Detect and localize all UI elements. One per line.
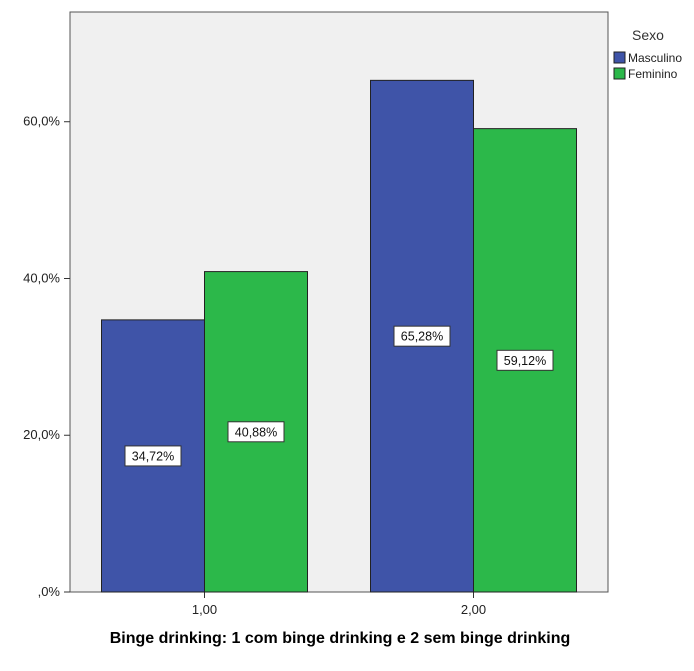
- legend: Sexo Masculino Feminino: [613, 27, 682, 81]
- legend-title: Sexo: [632, 27, 664, 43]
- data-label: 65,28%: [401, 330, 443, 344]
- data-label-box: [393, 325, 451, 347]
- x-axis: 1,00 2,00: [192, 592, 486, 617]
- bars: 34,72% 40,88% 65,28% 59,12%: [101, 79, 577, 593]
- legend-label-masculino: Masculino: [628, 51, 682, 65]
- data-label: 34,72%: [132, 449, 174, 463]
- data-label-box: [124, 445, 182, 467]
- data-label-box: [227, 421, 285, 443]
- x-axis-title: Binge drinking: 1 com binge drinking e 2…: [109, 630, 571, 647]
- x-tick-label: 1,00: [192, 602, 217, 617]
- data-label-box: [496, 349, 554, 371]
- y-axis: ,0% 20,0% 40,0% 60,0%: [23, 114, 70, 599]
- y-tick-label: ,0%: [38, 584, 61, 599]
- legend-swatch-masculino: [613, 51, 626, 64]
- y-tick-label: 60,0%: [23, 114, 60, 129]
- y-tick-label: 40,0%: [23, 270, 60, 285]
- legend-swatch-feminino: [613, 67, 626, 80]
- x-tick-label: 2,00: [461, 602, 486, 617]
- data-label: 59,12%: [504, 354, 546, 368]
- data-label: 40,88%: [235, 425, 277, 439]
- legend-label-feminino: Feminino: [628, 67, 678, 81]
- y-tick-label: 20,0%: [23, 427, 60, 442]
